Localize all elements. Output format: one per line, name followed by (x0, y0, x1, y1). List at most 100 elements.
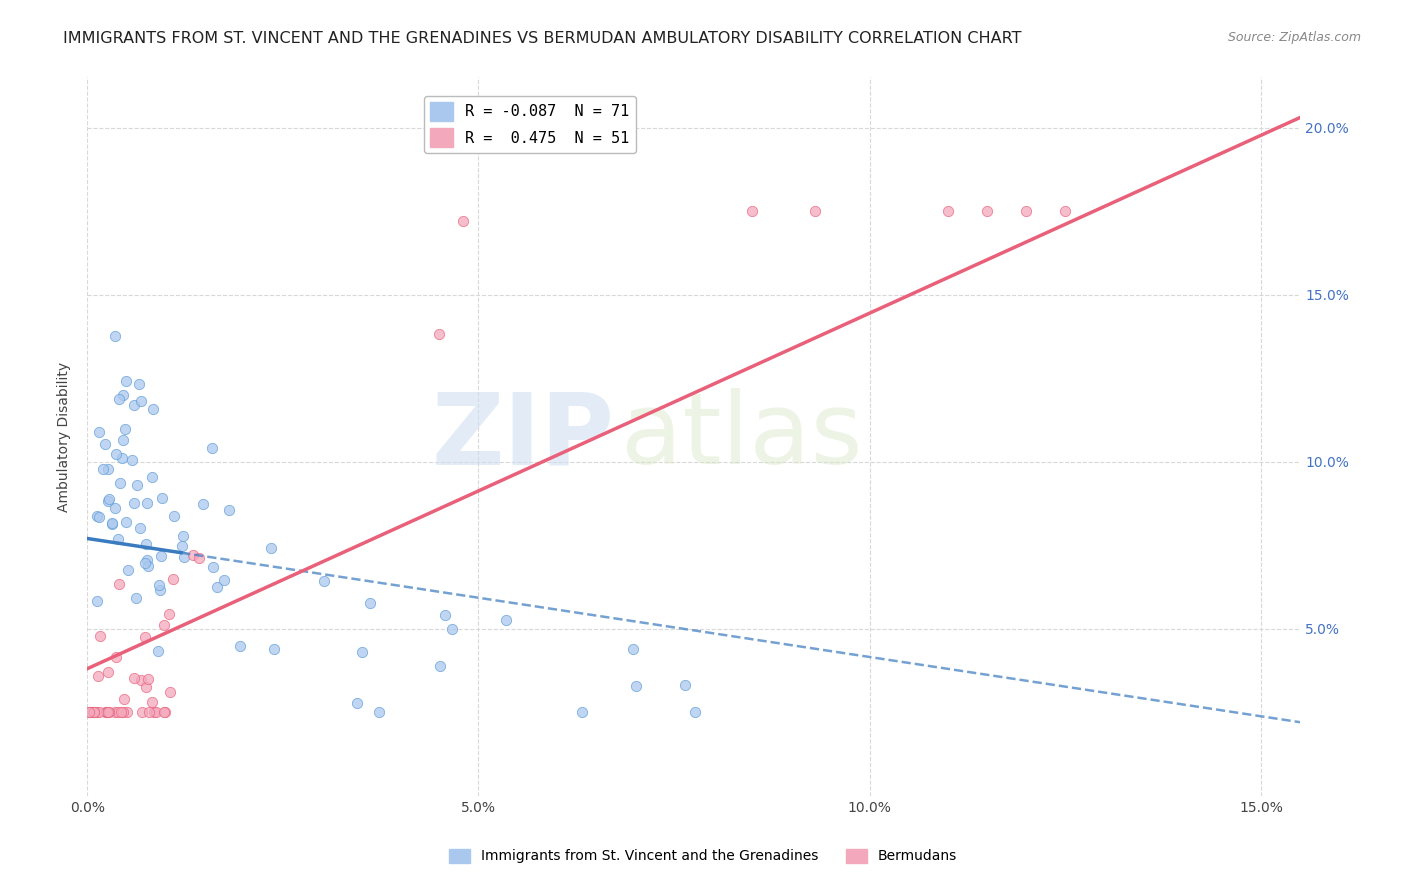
Text: IMMIGRANTS FROM ST. VINCENT AND THE GRENADINES VS BERMUDAN AMBULATORY DISABILITY: IMMIGRANTS FROM ST. VINCENT AND THE GREN… (63, 31, 1022, 46)
Point (98, 491, 121, 506)
Point (122, 671, 145, 685)
Point (314, 574, 336, 588)
Point (104, 705, 127, 719)
Point (89, 629, 111, 643)
Point (83, 705, 105, 719)
Text: ZIP: ZIP (432, 388, 614, 485)
Point (129, 673, 152, 688)
Point (368, 705, 391, 719)
Point (138, 705, 160, 719)
Point (135, 537, 157, 551)
Point (157, 607, 180, 621)
Point (104, 501, 127, 516)
Point (135, 680, 157, 694)
Point (107, 532, 129, 546)
Point (624, 679, 647, 693)
Point (136, 552, 159, 566)
Point (115, 705, 138, 719)
Point (191, 497, 214, 511)
Point (148, 578, 170, 592)
Point (97, 705, 120, 719)
Point (104, 447, 127, 461)
Point (146, 644, 169, 658)
Point (135, 496, 157, 510)
Point (228, 639, 250, 653)
Point (621, 642, 644, 657)
Point (107, 705, 129, 719)
Text: Source: ZipAtlas.com: Source: ZipAtlas.com (1227, 31, 1361, 45)
Point (159, 685, 181, 699)
Point (673, 678, 696, 692)
Point (571, 705, 593, 719)
Point (170, 540, 193, 554)
Point (79, 705, 101, 719)
Point (86, 705, 108, 719)
Point (107, 577, 129, 591)
Point (111, 450, 134, 465)
Point (142, 705, 165, 719)
Point (134, 630, 156, 644)
Point (97, 493, 120, 508)
Point (104, 649, 127, 664)
Point (114, 422, 136, 436)
Point (91, 462, 114, 476)
Point (142, 401, 165, 416)
Point (346, 696, 368, 710)
Point (94, 705, 117, 719)
Point (1054, 204, 1077, 219)
Point (97, 705, 120, 719)
Point (129, 521, 152, 535)
Point (495, 613, 517, 627)
Point (87, 669, 110, 683)
Point (188, 551, 211, 566)
Point (131, 394, 153, 409)
Point (128, 377, 150, 392)
Point (110, 475, 132, 490)
Text: atlas: atlas (621, 388, 862, 485)
Point (350, 645, 373, 659)
Point (451, 214, 474, 228)
Point (115, 515, 138, 529)
Point (136, 672, 159, 686)
Point (131, 705, 153, 719)
Point (97, 665, 120, 679)
Point (976, 204, 998, 219)
Point (121, 453, 143, 467)
Point (427, 327, 450, 342)
Point (97, 462, 120, 476)
Point (263, 641, 285, 656)
Point (111, 388, 134, 402)
Point (111, 705, 134, 719)
Point (122, 496, 145, 510)
Point (153, 617, 176, 632)
Point (260, 541, 283, 555)
Point (153, 705, 176, 719)
Point (202, 560, 225, 574)
Point (101, 516, 124, 531)
Point (218, 503, 240, 517)
Point (212, 573, 235, 587)
Point (804, 204, 827, 219)
Point (149, 582, 172, 597)
Point (112, 691, 135, 706)
Point (440, 622, 463, 636)
Point (141, 695, 163, 709)
Point (87, 705, 110, 719)
Point (433, 607, 456, 622)
Point (124, 591, 146, 606)
Point (205, 581, 228, 595)
Point (136, 559, 159, 574)
Point (107, 392, 129, 407)
Point (141, 469, 163, 483)
Point (429, 659, 451, 673)
Point (183, 549, 205, 563)
Point (172, 528, 194, 542)
Point (685, 705, 707, 719)
Point (83, 705, 105, 719)
Point (741, 204, 763, 219)
Point (117, 563, 139, 577)
Point (79, 705, 101, 719)
Point (127, 477, 149, 491)
Point (150, 491, 173, 506)
Point (145, 705, 167, 719)
